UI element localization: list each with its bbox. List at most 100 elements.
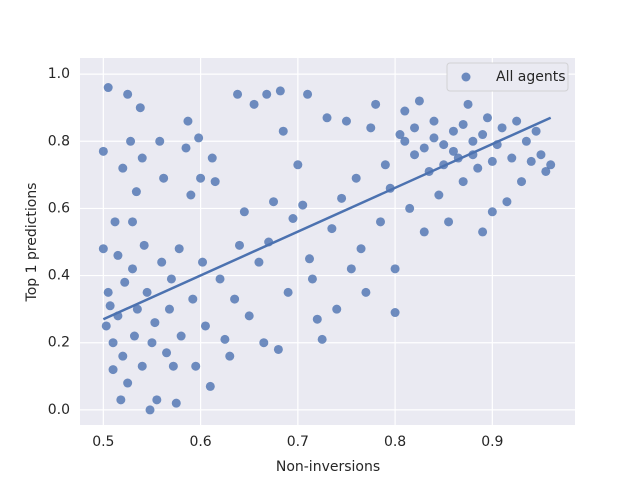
point [198,257,208,267]
point [128,264,138,274]
point [444,217,454,227]
point [468,136,478,146]
point [473,163,483,173]
legend-label: All agents [496,69,566,85]
point [131,187,141,197]
point [205,381,215,391]
point [380,160,390,170]
point [120,277,130,287]
point [129,331,139,341]
point [278,126,288,136]
x-tick-label: 0.7 [287,434,309,450]
point [546,160,556,170]
point [341,116,351,126]
point [434,190,444,200]
point [531,126,541,136]
point [155,136,165,146]
point [239,207,249,217]
point [298,200,308,210]
point [142,287,152,297]
point [478,227,488,237]
point [293,160,303,170]
point [174,244,184,254]
point [194,133,204,143]
point [233,89,243,99]
point [482,113,492,123]
point [105,301,115,311]
point [262,89,272,99]
point [181,143,191,153]
point [196,173,206,183]
point [400,136,410,146]
point [191,361,201,371]
point [168,361,178,371]
point [405,203,415,213]
point [337,193,347,203]
point [332,304,342,314]
point [225,351,235,361]
point [108,365,118,375]
point [351,173,361,183]
point [517,177,527,187]
point [400,106,410,116]
point [152,395,162,405]
point [288,213,298,223]
point [137,153,147,163]
point [439,140,449,150]
point [478,130,488,140]
point [419,143,429,153]
point [200,321,210,331]
point [507,153,517,163]
point [487,156,497,166]
point [101,321,111,331]
legend-marker [461,72,471,82]
point [150,318,160,328]
point [137,361,147,371]
x-tick-label: 0.8 [384,434,406,450]
point [145,405,155,415]
point [346,264,356,274]
point [98,146,108,156]
y-tick-label: 1.0 [48,66,70,82]
point [410,123,420,133]
y-tick-label: 0.4 [48,268,70,284]
point [162,348,172,358]
point [448,126,458,136]
point [183,116,193,126]
point [110,217,120,227]
point [244,311,254,321]
point [259,338,269,348]
point [176,331,186,341]
point [116,395,126,405]
point [307,274,317,284]
legend-box [446,62,569,92]
point [103,287,113,297]
point [429,116,439,126]
y-tick-label: 0.6 [48,200,70,216]
y-tick-label: 0.8 [48,133,70,149]
point [366,123,376,133]
point [458,119,468,129]
point [210,177,220,187]
point [126,136,136,146]
point [186,190,196,200]
point [458,177,468,187]
point [254,257,264,267]
point [171,398,181,408]
point [305,254,315,264]
point [390,308,400,318]
point [312,314,322,324]
y-tick-label: 0.0 [48,402,70,418]
x-tick-label: 0.6 [189,434,211,450]
point [128,217,138,227]
point [275,86,285,96]
point [207,153,217,163]
point [159,173,169,183]
point [327,224,337,234]
point [188,294,198,304]
point [118,351,128,361]
point [220,334,230,344]
point [113,250,123,260]
regression-line [102,116,552,321]
